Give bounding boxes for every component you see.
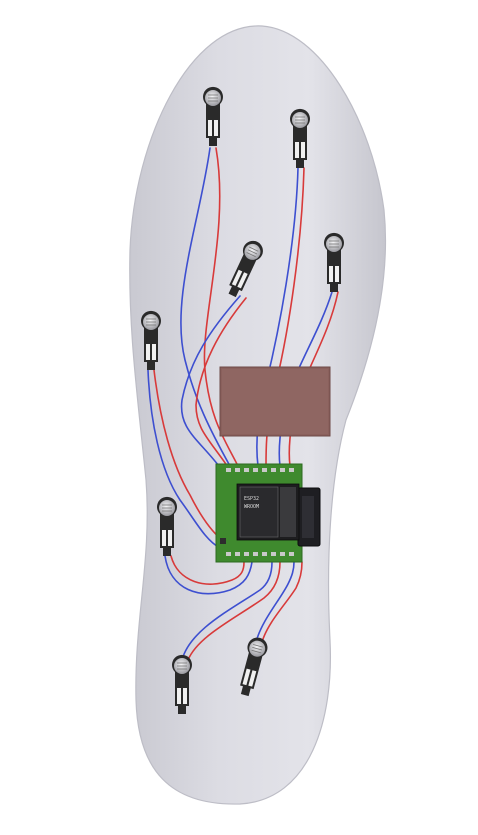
sensor-trace [249, 246, 259, 252]
bottom-pad-4 [253, 552, 258, 556]
sensor-lead [242, 668, 251, 686]
bottom-pad-7 [280, 552, 285, 556]
sensor-lead [295, 142, 299, 158]
sensor-lead [237, 272, 248, 289]
bottom-pad-1 [226, 552, 231, 556]
sensor-trace [251, 649, 262, 654]
top-pad-4 [253, 468, 258, 472]
sensor-lead [177, 688, 181, 704]
pressure-sensor-3 [228, 240, 263, 298]
module-shield [239, 486, 279, 538]
chip-marking-2: WROOM [244, 504, 259, 510]
signal-wire-1 [180, 147, 231, 467]
connector-slot [302, 496, 314, 538]
signal-wire-6 [164, 555, 253, 595]
top-pad-5 [262, 468, 267, 472]
controller-board: ESP32 WROOM [215, 463, 321, 563]
pressure-sensor-6 [157, 496, 177, 556]
sensor-lead [183, 688, 187, 704]
bottom-pad-3 [244, 552, 249, 556]
sensor-trace [246, 252, 256, 258]
pressure-sensor-1 [203, 86, 223, 146]
sensor-lead [231, 269, 243, 286]
sensor-lead [248, 670, 257, 687]
top-pad-7 [280, 468, 285, 472]
top-pad-6 [271, 468, 276, 472]
signal-wire-7 [181, 561, 273, 661]
sensor-lead [214, 120, 218, 136]
pressure-sensor-8 [240, 637, 268, 697]
sensor-lead [152, 344, 156, 360]
bottom-pad-6 [271, 552, 276, 556]
sensor-trace [253, 644, 263, 648]
pressure-sensor-2 [290, 108, 310, 168]
antenna-area [280, 487, 296, 537]
power-wire-8 [261, 561, 303, 643]
signal-wire-5 [147, 369, 221, 549]
power-wire-5 [153, 369, 223, 541]
bottom-pad-8 [289, 552, 294, 556]
sensor-lead [301, 142, 305, 158]
top-pad-8 [289, 468, 294, 472]
top-pad-3 [244, 468, 249, 472]
top-pad-2 [235, 468, 240, 472]
sensor-lead [146, 344, 150, 360]
signal-wire-3 [180, 295, 241, 471]
sensor-lead [335, 266, 339, 282]
power-wire-2 [265, 167, 305, 467]
sensor-lead [329, 266, 333, 282]
pressure-sensor-7 [172, 654, 192, 714]
battery-shading [222, 369, 328, 434]
power-wire-3 [195, 297, 247, 471]
power-wire-1 [203, 147, 239, 467]
top-pad-1 [226, 468, 231, 472]
power-wire-7 [187, 561, 281, 661]
bottom-pad-5 [262, 552, 267, 556]
signal-wire-8 [255, 561, 295, 643]
pcb-pads [226, 468, 294, 556]
signal-wire-2 [256, 167, 299, 467]
pressure-sensor-4 [324, 232, 344, 292]
sensor-lead [168, 530, 172, 546]
sensor-lead [208, 120, 212, 136]
power-wire-6 [170, 555, 245, 585]
chip-marking-1: ESP32 [244, 496, 259, 502]
sensor-trace [247, 249, 258, 255]
pressure-sensors [141, 86, 344, 714]
bottom-pad-2 [235, 552, 240, 556]
status-led [220, 538, 226, 544]
pressure-sensor-5 [141, 310, 161, 370]
sensor-lead [162, 530, 166, 546]
sensor-trace [252, 647, 263, 651]
